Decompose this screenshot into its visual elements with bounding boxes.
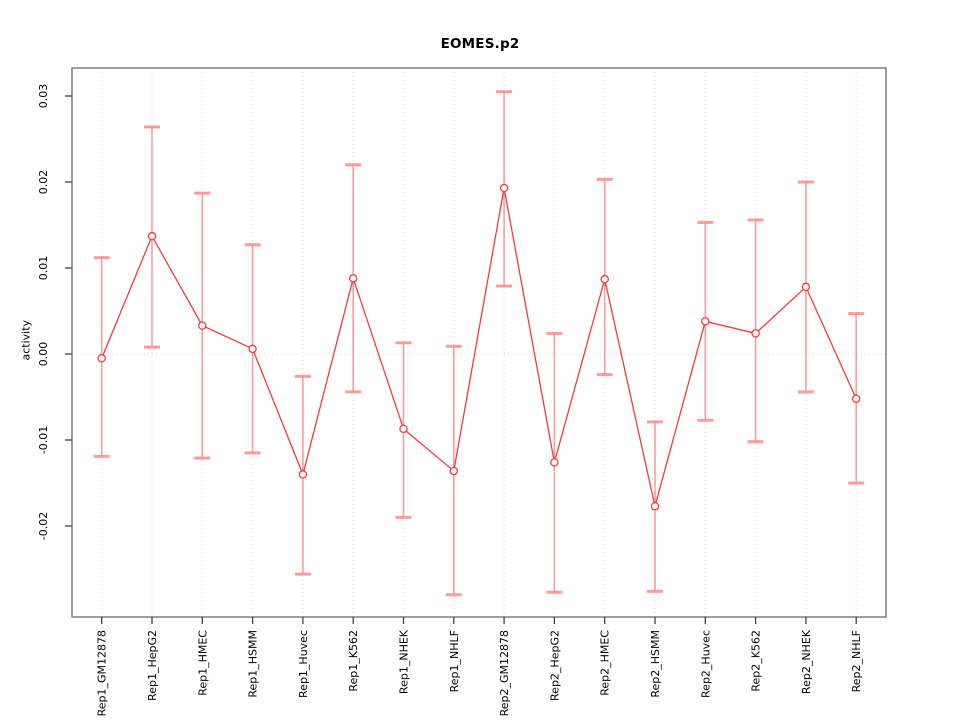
data-point <box>97 354 106 363</box>
y-tick-label: -0.02 <box>37 512 50 540</box>
x-tick-label: Rep1_NHEK <box>398 629 411 694</box>
chart-title: EOMES.p2 <box>440 36 520 52</box>
series-line <box>101 187 857 507</box>
y-tick-label: 0.02 <box>37 170 50 195</box>
y-tick-label: 0.00 <box>37 342 50 367</box>
data-point <box>751 329 760 338</box>
data-point <box>198 321 207 330</box>
y-tick-label: 0.01 <box>37 256 50 281</box>
x-tick-label: Rep2_NHLF <box>850 630 863 692</box>
data-point <box>399 424 408 434</box>
data-point <box>701 317 710 326</box>
x-tick-label: Rep1_HMEC <box>196 630 209 696</box>
data-point <box>600 274 609 284</box>
x-tick-label: Rep1_HSMM <box>247 630 260 698</box>
x-tick-label: Rep2_Huvec <box>699 630 712 698</box>
data-point <box>248 344 257 354</box>
y-tick-label: -0.01 <box>37 426 50 454</box>
x-tick-label: Rep1_NHLF <box>448 630 461 692</box>
data-point <box>499 183 509 193</box>
data-point <box>650 501 660 511</box>
x-tick-label: Rep2_HSMM <box>649 630 662 698</box>
x-tick-label: Rep1_GM12878 <box>96 630 109 716</box>
x-tick-label: Rep1_Huvec <box>297 630 310 698</box>
x-tick-label: Rep2_GM12878 <box>498 630 511 716</box>
data-point <box>550 458 559 467</box>
x-tick-label: Rep2_NHEK <box>800 629 813 694</box>
data-point <box>449 466 459 476</box>
x-tick-label: Rep2_HepG2 <box>548 630 561 701</box>
x-tick-label: Rep2_K562 <box>750 630 763 692</box>
x-tick-label: Rep2_HMEC <box>599 630 612 696</box>
x-tick-label: Rep1_HepG2 <box>146 630 159 701</box>
plot-frame <box>71 67 887 618</box>
data-point <box>801 282 811 292</box>
data-point <box>298 470 308 479</box>
data-point <box>851 394 861 403</box>
x-tick-label: Rep1_K562 <box>347 630 360 692</box>
data-point <box>147 231 157 241</box>
y-tick-label: 0.03 <box>37 84 50 109</box>
data-point <box>348 274 358 283</box>
